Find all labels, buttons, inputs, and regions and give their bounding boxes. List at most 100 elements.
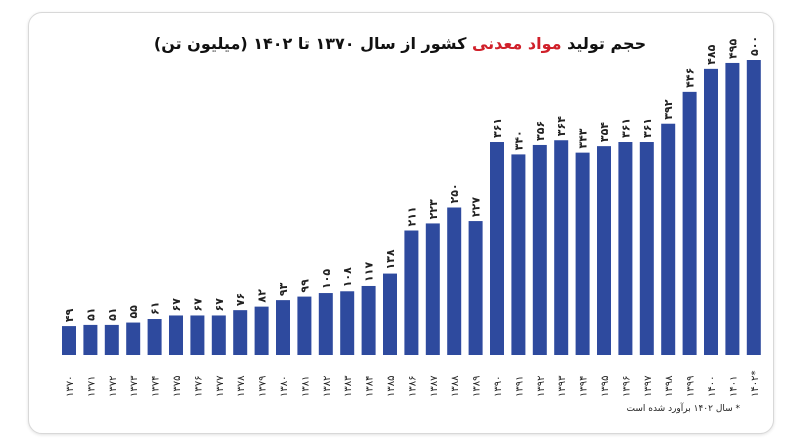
bar — [639, 142, 654, 355]
bar — [62, 326, 76, 355]
x-tick-label: ۱۳۹۹ — [686, 376, 697, 397]
bar — [468, 221, 483, 355]
x-tick-label: ۱۳۷۸ — [236, 375, 247, 397]
x-tick-label: ۱۴۰۱ — [728, 376, 739, 397]
data-label: ۳۶۱ — [641, 118, 654, 138]
x-tick-label: ۱۳۹۶ — [621, 376, 632, 397]
bar — [746, 60, 761, 355]
x-tick-label: ۱۳۷۹ — [258, 376, 269, 397]
data-label: ۹۳ — [277, 282, 290, 296]
x-tick-label: ۱۳۷۷ — [215, 375, 226, 397]
bar — [554, 140, 569, 355]
x-tick-label: ۱۳۸۲ — [322, 376, 333, 397]
data-label: ۲۲۷ — [470, 197, 483, 217]
bar — [725, 62, 740, 355]
x-tick-label: ۱۳۸۱ — [300, 376, 311, 397]
title-suffix: کشور از سال ۱۳۷۰ تا ۱۴۰۲ (میلیون تن) — [153, 34, 467, 53]
bar — [447, 207, 462, 355]
data-label: ۳۶۱ — [619, 118, 632, 138]
data-label: ۴۹۵ — [726, 39, 739, 59]
x-tick-label: ۱۳۸۶ — [407, 376, 418, 397]
title-prefix: حجم تولید — [567, 34, 647, 53]
x-tick-label: ۱۳۸۵ — [386, 376, 397, 397]
bar — [190, 315, 205, 355]
data-label: ۶۷ — [170, 298, 183, 312]
data-label: ۳۹۲ — [662, 99, 675, 119]
bar — [276, 300, 290, 355]
x-tick-label: ۱۳۹۸ — [664, 375, 675, 397]
x-tick-label: ۱۳۷۴ — [151, 376, 162, 397]
x-tick-label: ۱۳۹۲ — [536, 376, 547, 397]
footnote: * سال ۱۴۰۲ برآورد شده است — [626, 404, 740, 414]
x-tick-label: ۱۳۹۰ — [493, 376, 504, 397]
bar — [147, 319, 162, 355]
bar — [532, 144, 547, 355]
bar — [682, 91, 697, 356]
data-label: ۲۵۰ — [448, 183, 461, 203]
x-tick-label: ۱۳۸۹ — [472, 376, 483, 397]
x-tick-label: ۱۴۰۰ — [707, 376, 718, 397]
bar — [83, 324, 98, 355]
data-label: ۵۱ — [106, 307, 119, 320]
data-label: ۶۷ — [191, 298, 204, 312]
bar — [361, 285, 376, 355]
x-tick-label: ۱۳۹۳ — [557, 375, 568, 397]
data-label: ۳۴۳ — [577, 128, 590, 148]
x-tick-label: ۱۳۷۰ — [65, 376, 76, 397]
x-tick-label: ۱۳۷۲ — [108, 376, 119, 397]
bar — [404, 230, 419, 355]
bar — [318, 293, 333, 355]
bar — [618, 142, 633, 355]
bar — [126, 322, 141, 355]
x-tick-label: ۱۳۷۵ — [172, 376, 183, 397]
data-label: ۶۷ — [213, 298, 226, 312]
data-label: ۷۶ — [234, 293, 247, 306]
data-label: ۵۰۰ — [748, 36, 761, 56]
bar — [169, 315, 183, 355]
bar — [425, 223, 440, 355]
data-label: ۳۴۰ — [512, 130, 525, 150]
data-label: ۳۶۴ — [555, 116, 568, 136]
bar — [511, 154, 526, 355]
title-highlight: مواد معدنی — [471, 34, 562, 53]
data-label: ۴۹ — [63, 308, 76, 322]
bar — [490, 142, 504, 355]
bar — [575, 152, 590, 355]
data-label: ۱۰۸ — [341, 267, 354, 287]
data-label: ۵۱ — [84, 307, 97, 320]
x-tick-label: ۱۳۹۱ — [514, 376, 525, 397]
x-tick-label: ۱۳۹۴ — [579, 376, 590, 397]
data-label: ۴۴۶ — [684, 68, 697, 88]
x-tick-label: ۱۳۸۸ — [450, 375, 461, 397]
bar — [211, 315, 226, 355]
x-tick-label: ۱۳۷۱ — [86, 376, 97, 397]
bar — [297, 296, 312, 355]
data-label: ۵۵ — [127, 305, 140, 319]
x-tick-label: ۱۳۸۷ — [429, 375, 440, 397]
data-label: ۱۳۸ — [384, 249, 397, 269]
bar — [597, 146, 611, 355]
data-label: ۲۱۱ — [405, 206, 418, 226]
data-label: ۳۵۴ — [598, 122, 611, 142]
data-label: ۱۰۵ — [320, 269, 333, 289]
x-tick-label: ۱۳۸۴ — [365, 376, 376, 397]
bar — [254, 306, 269, 355]
data-label: ۹۹ — [298, 279, 311, 293]
bar — [661, 123, 676, 355]
bar — [104, 324, 119, 355]
x-tick-label: ۱۳۷۳ — [129, 375, 140, 397]
data-label: ۳۵۶ — [534, 121, 547, 141]
data-label: ۶۱ — [149, 302, 162, 315]
data-label: ۸۲ — [256, 289, 269, 303]
x-tick-label: ۱۳۹۵ — [600, 376, 611, 397]
x-tick-label: ۱۴۰۲* — [750, 371, 761, 397]
x-tick-label: ۱۳۸۳ — [343, 375, 354, 397]
x-tick-label: ۱۳۷۶ — [193, 376, 204, 397]
x-tick-label: ۱۳۸۰ — [279, 376, 290, 397]
bar — [704, 68, 718, 355]
bar — [383, 273, 397, 355]
data-label: ۳۶۱ — [491, 118, 504, 138]
x-tick-label: ۱۳۹۷ — [643, 375, 654, 397]
data-label: ۱۱۷ — [363, 262, 376, 282]
